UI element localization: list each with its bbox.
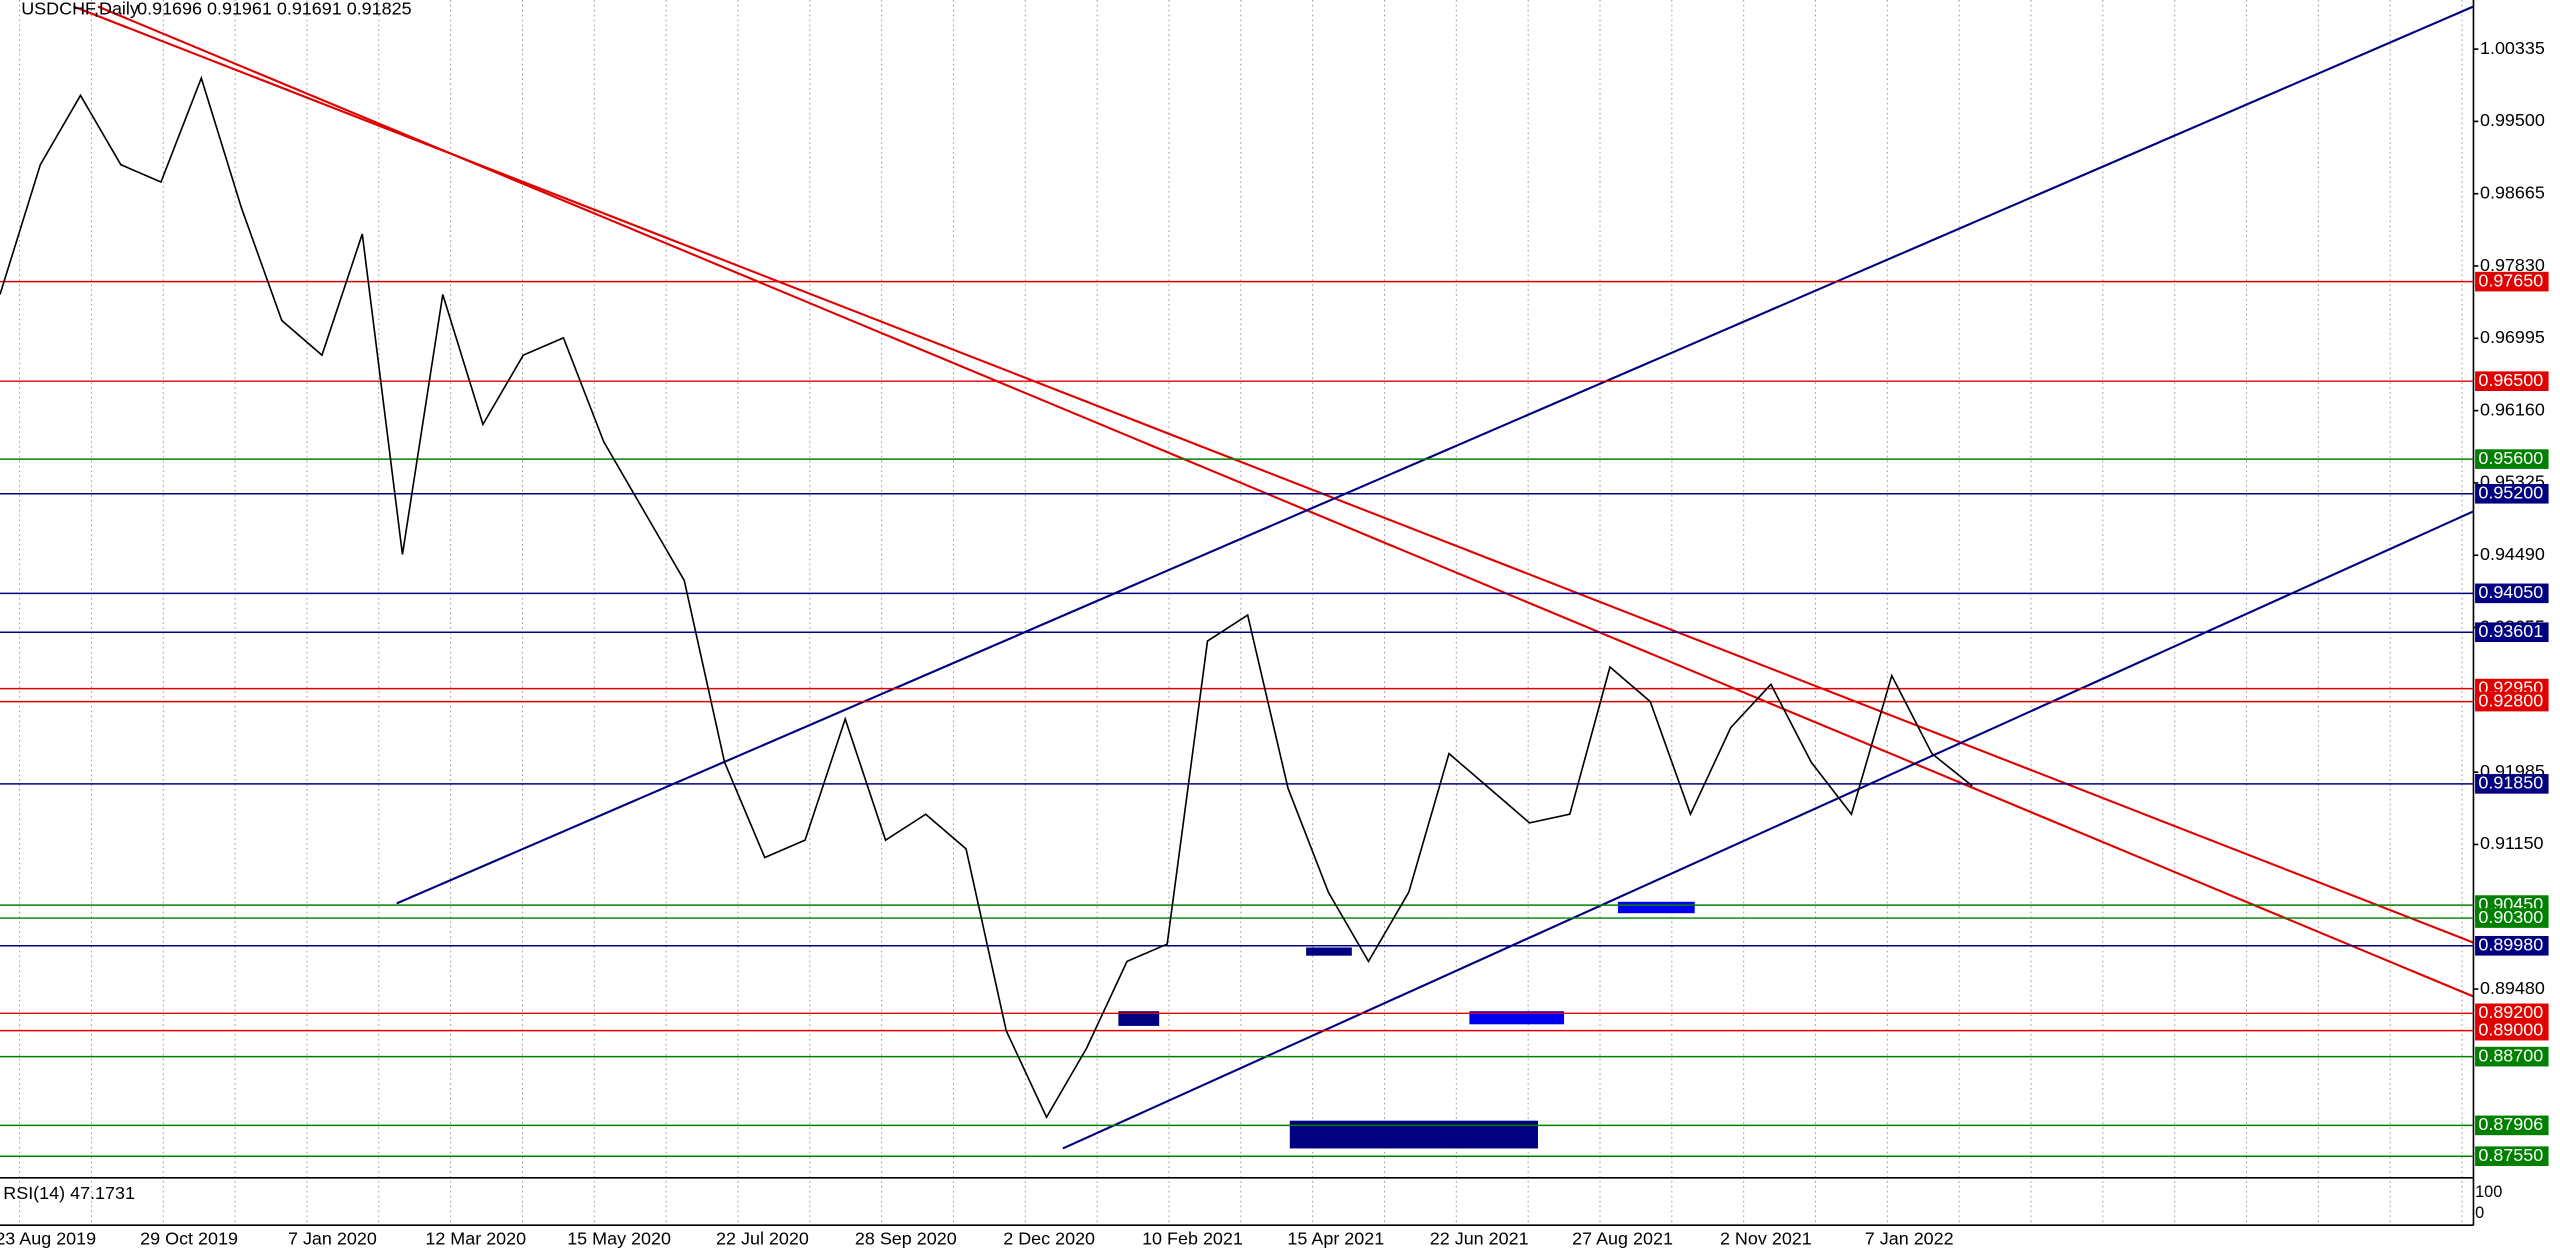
indicator-tick: 0 <box>2475 1204 2484 1222</box>
y-tick-label: 0.99500 <box>2480 110 2545 130</box>
level-label: 0.87550 <box>2478 1145 2543 1165</box>
level-label: 0.92800 <box>2478 690 2543 710</box>
level-label: 0.89980 <box>2478 935 2543 955</box>
x-tick-label: 10 Feb 2021 <box>1142 1229 1243 1249</box>
y-tick-label: 0.94490 <box>2480 544 2545 564</box>
level-label: 0.95200 <box>2478 483 2543 503</box>
y-tick-label: 0.91150 <box>2480 833 2544 853</box>
level-label: 0.87906 <box>2478 1114 2543 1134</box>
x-tick-label: 28 Sep 2020 <box>855 1229 957 1249</box>
level-tag <box>2475 1020 2549 1041</box>
zone <box>1118 1011 1160 1026</box>
y-tick-label: 0.89480 <box>2480 978 2545 998</box>
level-tag <box>2475 483 2549 504</box>
y-tick-label: 0.97830 <box>2480 255 2545 275</box>
level-label: 0.95600 <box>2478 448 2543 468</box>
level-tag <box>2475 1046 2549 1067</box>
x-tick-label: 12 Mar 2020 <box>425 1229 526 1249</box>
level-label: 0.97650 <box>2478 270 2543 290</box>
x-tick-label: 2 Nov 2021 <box>1720 1229 1812 1249</box>
trend-line <box>396 5 2474 905</box>
zone <box>1469 1011 1565 1025</box>
price-line <box>0 75 1973 1120</box>
level-tag <box>2475 449 2549 469</box>
level-label: 0.88700 <box>2478 1045 2543 1065</box>
level-tag <box>2475 691 2549 712</box>
level-tag <box>2475 908 2549 928</box>
zone <box>1617 901 1695 914</box>
level-tag <box>2475 774 2549 794</box>
level-label: 0.94050 <box>2478 582 2543 602</box>
trend-line <box>97 5 2474 998</box>
zone <box>1306 947 1352 956</box>
level-label: 0.93601 <box>2478 621 2543 641</box>
level-label: 0.89200 <box>2478 1002 2543 1022</box>
trend-line <box>1062 510 2474 1150</box>
level-label: 0.96500 <box>2478 370 2543 390</box>
y-tick-label: 0.98665 <box>2480 182 2545 202</box>
y-tick-label: 1.00335 <box>2480 38 2545 58</box>
level-tag <box>2475 271 2549 292</box>
x-tick-label: 15 Apr 2021 <box>1287 1229 1384 1249</box>
chart-title: USDCHF,Daily <box>21 0 139 19</box>
chart-subtitle: 0.91696 0.91961 0.91691 0.91825 <box>137 0 411 19</box>
vertical-grid <box>19 0 2463 1226</box>
x-tick-label: 27 Aug 2021 <box>1572 1229 1673 1249</box>
x-tick-label: 15 May 2020 <box>567 1229 671 1249</box>
x-tick-label: 23 Aug 2019 <box>0 1229 96 1249</box>
indicator-tick: 100 <box>2475 1183 2502 1201</box>
y-tick-label: 0.96995 <box>2480 327 2545 347</box>
level-label: 0.89000 <box>2478 1019 2543 1039</box>
level-tag <box>2475 583 2549 604</box>
level-tag <box>2475 1115 2549 1136</box>
x-tick-label: 22 Jun 2021 <box>1430 1229 1529 1249</box>
level-tag <box>2475 622 2549 643</box>
x-tick-label: 2 Dec 2020 <box>1003 1229 1095 1249</box>
level-label: 0.91850 <box>2478 773 2543 793</box>
level-tag <box>2475 1146 2549 1167</box>
x-tick-label: 29 Oct 2019 <box>140 1229 238 1249</box>
x-tick-label: 7 Jan 2022 <box>1865 1229 1954 1249</box>
level-tag <box>2475 371 2549 391</box>
x-tick-label: 7 Jan 2020 <box>288 1229 377 1249</box>
x-tick-label: 22 Jul 2020 <box>716 1229 809 1249</box>
level-tag <box>2475 1003 2549 1024</box>
level-tag <box>2475 935 2549 956</box>
level-label: 0.90300 <box>2478 907 2543 927</box>
y-tick-label: 0.96160 <box>2480 399 2545 419</box>
indicator-label: RSI(14) 47.1731 <box>3 1183 135 1203</box>
